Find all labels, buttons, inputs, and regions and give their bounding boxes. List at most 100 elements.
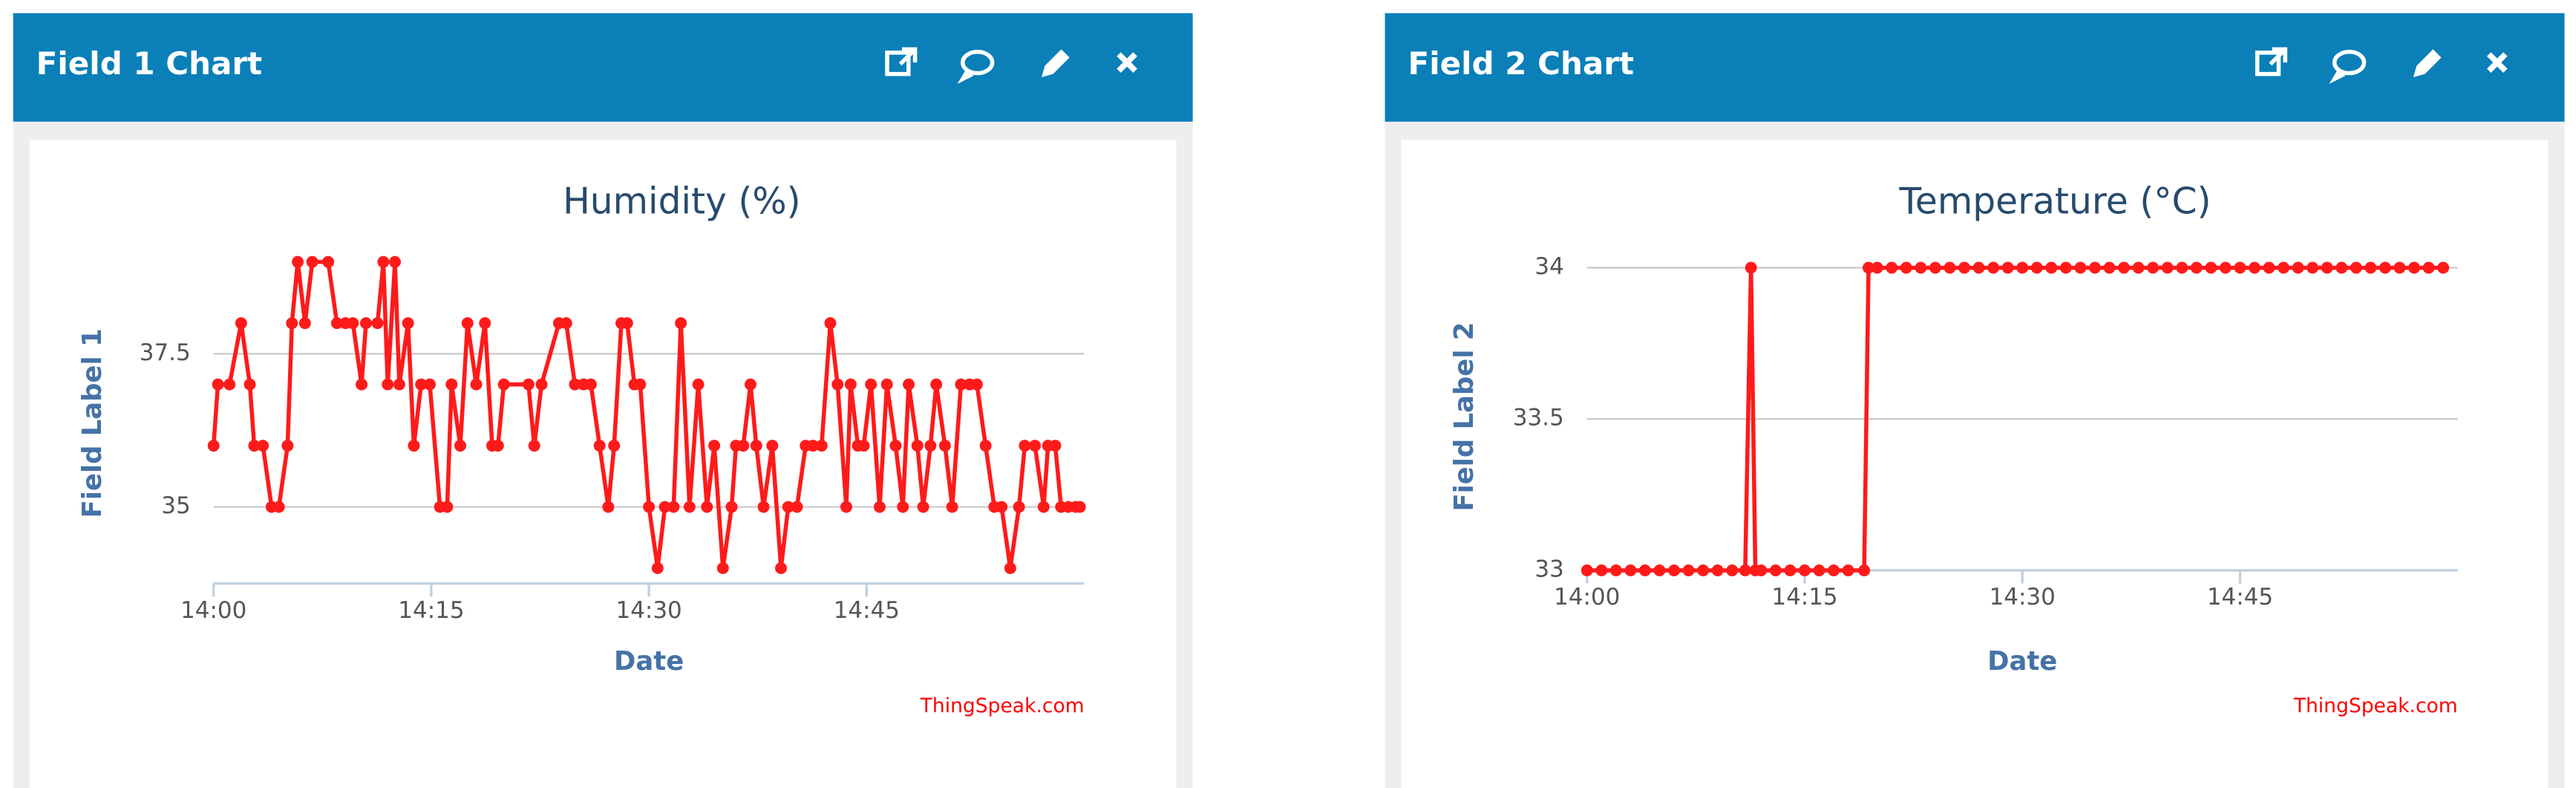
- data-point: [1595, 564, 1608, 576]
- panel: Field 1 Chart: [13, 13, 1193, 788]
- data-point: [708, 440, 721, 452]
- data-point: [1609, 564, 1622, 576]
- data-point: [2045, 261, 2058, 274]
- data-point: [1842, 564, 1854, 576]
- data-point: [775, 562, 787, 575]
- data-point: [1972, 261, 1985, 274]
- data-point: [701, 501, 713, 513]
- data-point: [306, 255, 318, 268]
- panel: Field 2 Chart: [1385, 13, 2565, 788]
- data-point: [2437, 261, 2450, 274]
- data-point: [725, 501, 738, 513]
- data-point: [621, 317, 633, 330]
- data-point: [938, 440, 951, 452]
- data-point: [2176, 261, 2188, 274]
- data-point: [2118, 261, 2131, 274]
- data-point: [1029, 440, 1042, 452]
- data-point: [286, 317, 298, 330]
- data-point: [2321, 261, 2333, 274]
- data-point: [402, 317, 414, 330]
- data-point: [643, 501, 656, 513]
- data-point: [634, 378, 647, 391]
- data-point: [1958, 261, 1970, 274]
- data-point: [2016, 261, 2029, 274]
- data-point: [377, 255, 390, 268]
- data-point: [2422, 261, 2435, 274]
- data-point: [330, 317, 343, 330]
- data-point: [2249, 261, 2260, 274]
- data-point: [560, 317, 572, 330]
- y-tick-label: 37.5: [140, 339, 191, 366]
- data-point: [996, 501, 1008, 513]
- data-point: [2088, 261, 2101, 274]
- data-point: [497, 378, 510, 391]
- data-point: [2364, 261, 2377, 274]
- data-point: [445, 378, 458, 391]
- data-point: [602, 501, 615, 513]
- watermark: ThingSpeak.com: [2293, 694, 2458, 717]
- data-point: [930, 378, 943, 391]
- data-point: [356, 378, 368, 391]
- data-point: [1769, 564, 1782, 576]
- open-icon[interactable]: [2255, 47, 2288, 76]
- edit-icon[interactable]: [2413, 49, 2442, 78]
- data-point: [946, 501, 958, 513]
- x-tick-label: 14:00: [180, 597, 246, 624]
- data-point: [243, 378, 256, 391]
- data-point: [322, 255, 335, 268]
- data-point: [1828, 564, 1840, 576]
- data-point: [1580, 564, 1593, 576]
- x-axis-title: Date: [614, 646, 684, 677]
- panel-title: Field 1 Chart: [36, 45, 263, 82]
- data-point: [461, 317, 474, 330]
- data-point: [491, 440, 504, 452]
- data-point: [1668, 564, 1681, 576]
- data-point: [2263, 261, 2275, 274]
- data-point: [924, 440, 937, 452]
- data-point: [235, 317, 247, 330]
- data-point: [844, 378, 857, 391]
- x-tick-label: 14:00: [1554, 584, 1620, 610]
- panel-title: Field 2 Chart: [1408, 45, 1635, 82]
- data-point: [1745, 261, 1757, 274]
- edit-icon[interactable]: [1042, 49, 1070, 78]
- data-point: [903, 378, 915, 391]
- data-point: [1784, 564, 1797, 576]
- data-point: [1697, 564, 1710, 576]
- data-point: [889, 440, 902, 452]
- comment-icon[interactable]: [2329, 49, 2367, 84]
- data-point: [1886, 261, 1898, 274]
- data-point: [2205, 261, 2217, 274]
- data-point: [2350, 261, 2362, 274]
- data-point: [423, 378, 436, 391]
- data-point: [658, 501, 671, 513]
- data-point: [667, 501, 680, 513]
- open-icon[interactable]: [885, 47, 918, 76]
- data-point: [651, 562, 664, 575]
- y-tick-label: 35: [161, 492, 190, 519]
- comment-icon[interactable]: [957, 49, 995, 84]
- data-point: [897, 501, 909, 513]
- data-point: [1037, 501, 1050, 513]
- data-point: [2379, 261, 2391, 274]
- y-tick-label: 34: [1534, 253, 1563, 280]
- data-point: [1726, 564, 1739, 576]
- data-point: [1987, 261, 2000, 274]
- data-point: [1863, 261, 1874, 274]
- data-point: [371, 317, 384, 330]
- x-tick-label: 14:30: [616, 597, 682, 624]
- y-tick-label: 33.5: [1513, 405, 1564, 432]
- data-point: [272, 501, 285, 513]
- data-point: [2001, 261, 2014, 274]
- data-point: [750, 440, 762, 452]
- close-icon[interactable]: [1117, 52, 1137, 73]
- chart-title: Humidity (%): [563, 180, 800, 222]
- data-point: [2074, 261, 2087, 274]
- data-point: [675, 317, 687, 330]
- close-icon[interactable]: [2486, 52, 2508, 73]
- panel-body: [1401, 140, 2549, 788]
- data-point: [757, 501, 770, 513]
- watermark: ThingSpeak.com: [920, 694, 1085, 717]
- data-point: [911, 440, 923, 452]
